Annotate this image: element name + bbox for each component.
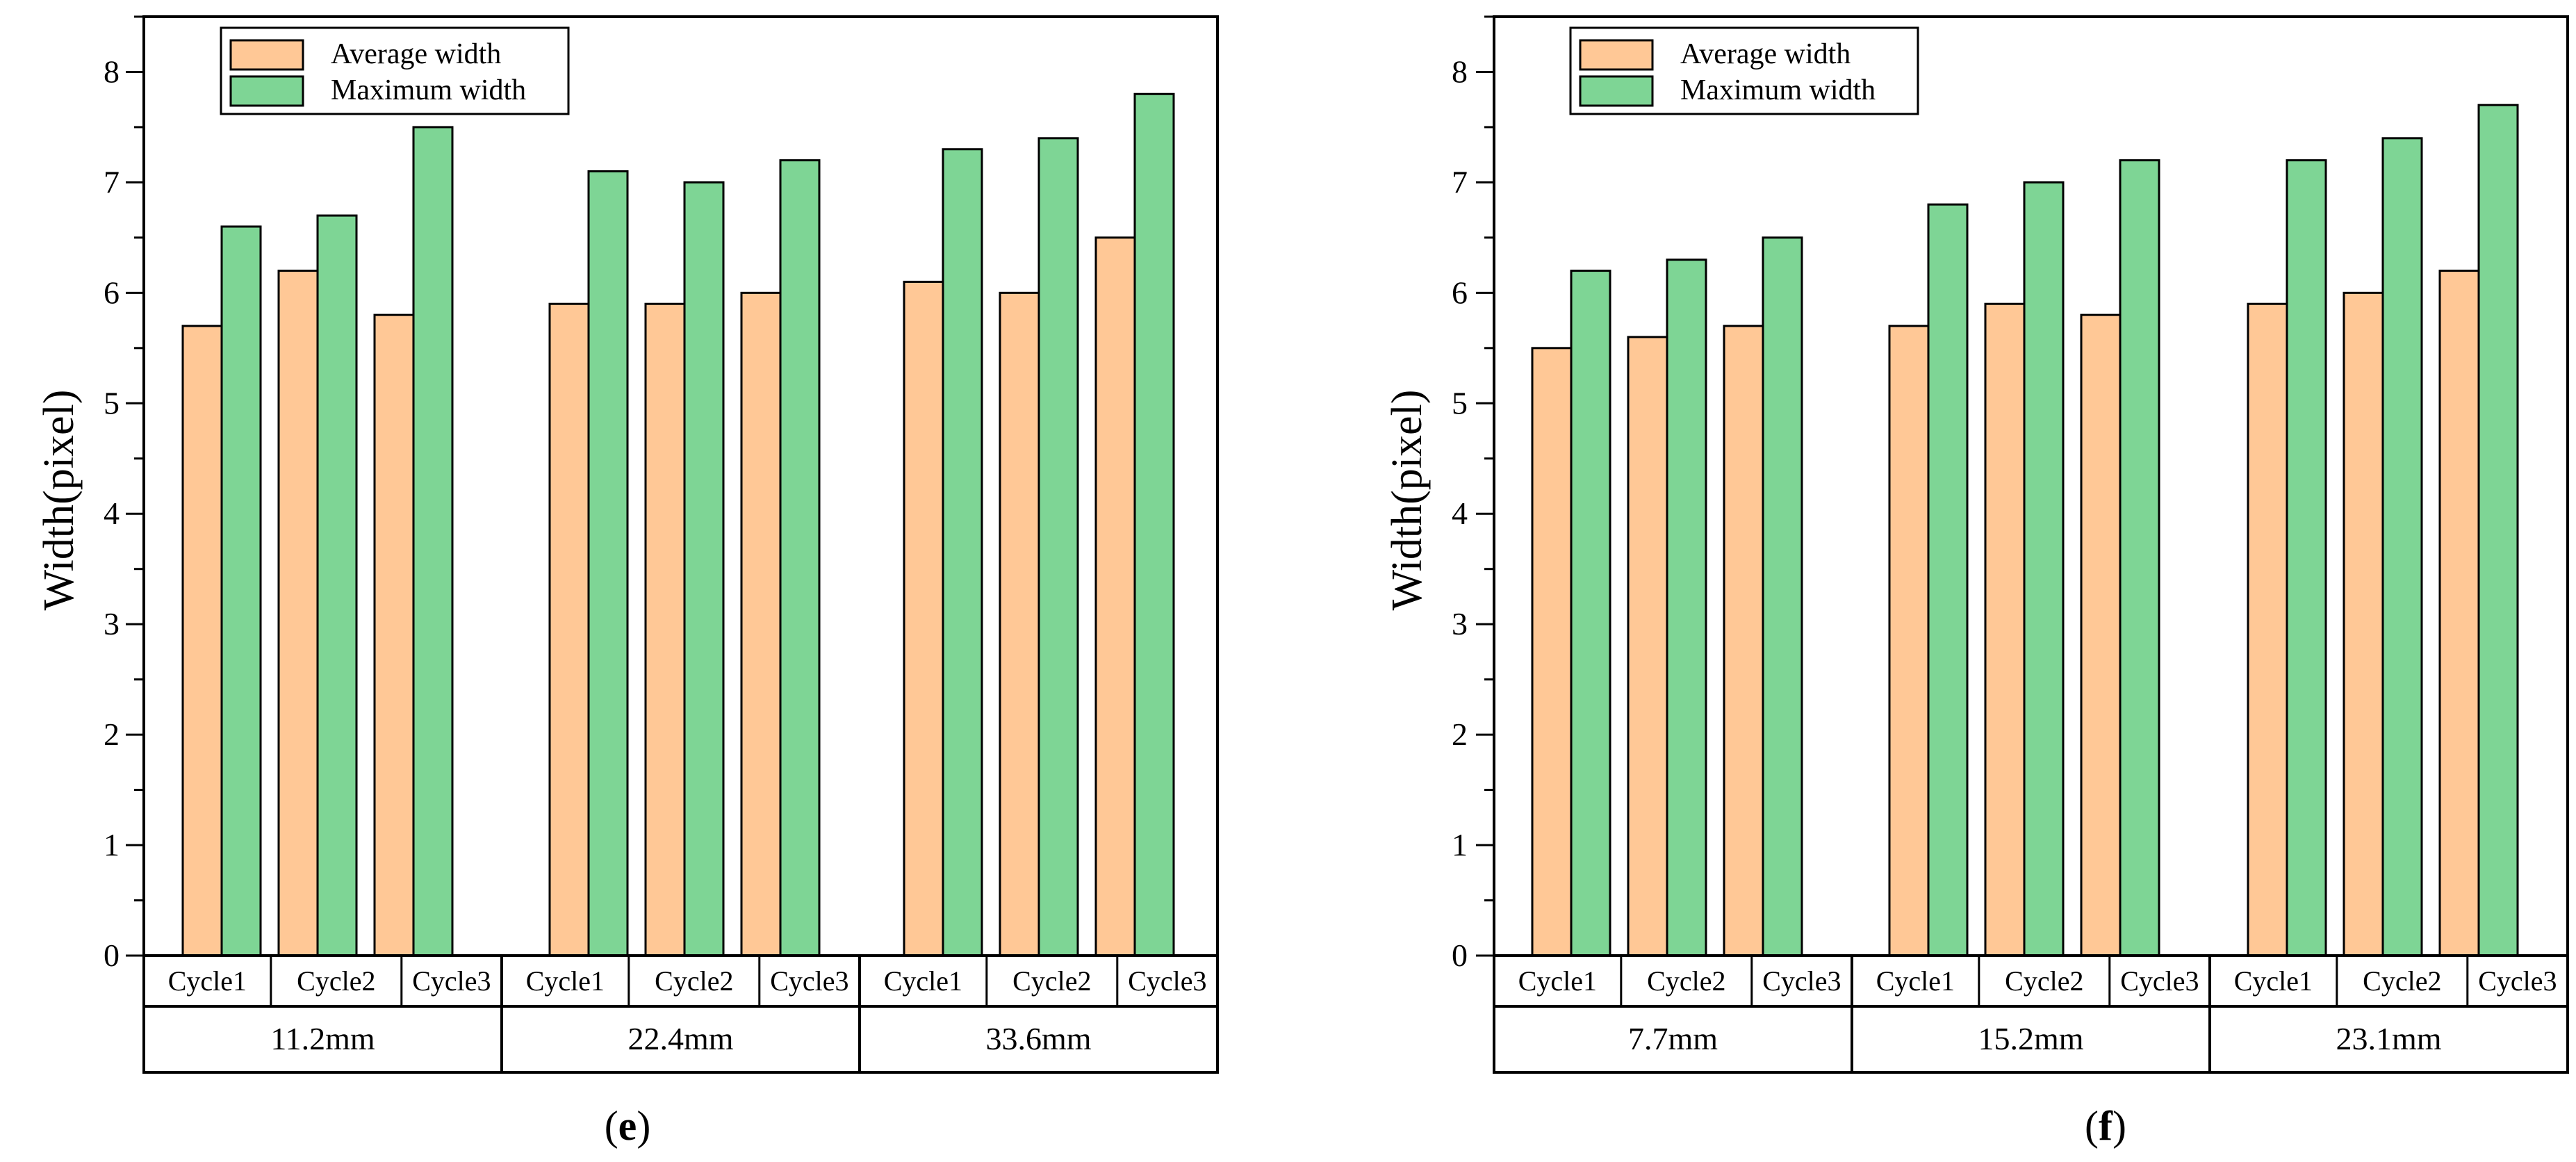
category-label-Cycle3: Cycle3 bbox=[770, 965, 848, 997]
bar-average-7.7mm-Cycle2 bbox=[1627, 336, 1668, 957]
y-tick-label: 2 bbox=[1452, 717, 1468, 752]
bar-average-15.2mm-Cycle3 bbox=[2080, 313, 2122, 957]
group-label-23.1mm: 23.1mm bbox=[2336, 1021, 2441, 1056]
category-label-Cycle2: Cycle2 bbox=[2363, 965, 2441, 997]
legend-label: Maximum width bbox=[1680, 74, 1876, 106]
bar-average-22.4mm-Cycle2 bbox=[644, 302, 686, 957]
bar-maximum-33.6mm-Cycle3 bbox=[1133, 92, 1175, 957]
y-tick-label: 7 bbox=[104, 164, 120, 199]
bar-maximum-33.6mm-Cycle2 bbox=[1037, 137, 1079, 957]
bar-average-23.1mm-Cycle1 bbox=[2247, 302, 2288, 957]
category-label-Cycle3: Cycle3 bbox=[412, 965, 491, 997]
bar-average-15.2mm-Cycle1 bbox=[1888, 325, 1930, 957]
y-tick-label: 7 bbox=[1452, 164, 1468, 199]
bar-maximum-22.4mm-Cycle1 bbox=[587, 170, 629, 957]
legend-label: Average width bbox=[1680, 38, 1851, 70]
bar-average-33.6mm-Cycle1 bbox=[903, 280, 944, 957]
category-label-Cycle2: Cycle2 bbox=[297, 965, 375, 997]
bar-average-11.2mm-Cycle2 bbox=[277, 270, 319, 957]
bar-average-11.2mm-Cycle1 bbox=[181, 325, 223, 957]
y-axis-label: Width(pixel) bbox=[1384, 390, 1431, 611]
y-tick-label: 6 bbox=[104, 275, 120, 310]
category-label-Cycle1: Cycle1 bbox=[2234, 965, 2313, 997]
category-label-Cycle2: Cycle2 bbox=[1647, 965, 1725, 997]
y-tick-label: 1 bbox=[1452, 827, 1468, 862]
bar-average-23.1mm-Cycle3 bbox=[2438, 270, 2480, 957]
legend: Average width Maximum width bbox=[1569, 26, 1919, 115]
y-tick-label: 8 bbox=[1452, 54, 1468, 89]
y-tick-label: 2 bbox=[104, 717, 120, 752]
legend-swatch bbox=[1579, 39, 1654, 71]
category-label-Cycle3: Cycle3 bbox=[1762, 965, 1841, 997]
category-label-Cycle1: Cycle1 bbox=[168, 965, 247, 997]
y-tick-label: 3 bbox=[104, 606, 120, 641]
bar-average-15.2mm-Cycle2 bbox=[1984, 302, 2026, 957]
group-label-11.2mm: 11.2mm bbox=[270, 1021, 375, 1056]
plot-frame bbox=[1493, 15, 2569, 1074]
legend-label: Average width bbox=[331, 38, 501, 70]
legend-swatch bbox=[1579, 75, 1654, 107]
group-label-7.7mm: 7.7mm bbox=[1628, 1021, 1718, 1056]
category-label-Cycle1: Cycle1 bbox=[1876, 965, 1955, 997]
bar-average-33.6mm-Cycle3 bbox=[1094, 236, 1136, 957]
category-label-Cycle2: Cycle2 bbox=[1012, 965, 1091, 997]
bar-average-7.7mm-Cycle3 bbox=[1723, 325, 1764, 957]
y-tick-label: 3 bbox=[1452, 606, 1468, 641]
bar-maximum-11.2mm-Cycle3 bbox=[412, 126, 454, 957]
category-label-Cycle2: Cycle2 bbox=[655, 965, 733, 997]
chart-panel-f: Cycle1 Cycle2 Cycle3 7.7mm Cycle1 Cycle2 Cycle… bbox=[1384, 15, 2569, 1149]
y-tick-label: 0 bbox=[1452, 938, 1468, 973]
category-label-Cycle2: Cycle2 bbox=[2005, 965, 2083, 997]
group-label-33.6mm: 33.6mm bbox=[985, 1021, 1091, 1056]
bar-maximum-22.4mm-Cycle3 bbox=[779, 159, 821, 957]
panel-caption: (f) bbox=[2085, 1103, 2126, 1149]
bar-average-22.4mm-Cycle3 bbox=[740, 291, 782, 957]
y-tick-label: 4 bbox=[104, 496, 120, 531]
y-tick-label: 4 bbox=[1452, 496, 1468, 531]
category-label-Cycle1: Cycle1 bbox=[1518, 965, 1597, 997]
legend: Average width Maximum width bbox=[220, 26, 570, 115]
y-tick-label: 5 bbox=[104, 385, 120, 420]
panel-caption: (e) bbox=[605, 1103, 651, 1149]
bar-maximum-22.4mm-Cycle2 bbox=[683, 181, 725, 957]
bar-maximum-15.2mm-Cycle2 bbox=[2023, 181, 2065, 957]
bar-maximum-23.1mm-Cycle1 bbox=[2286, 159, 2327, 957]
bar-average-33.6mm-Cycle2 bbox=[999, 291, 1040, 957]
bar-maximum-23.1mm-Cycle3 bbox=[2477, 104, 2519, 957]
bar-average-7.7mm-Cycle1 bbox=[1531, 347, 1573, 957]
bar-maximum-11.2mm-Cycle2 bbox=[316, 214, 358, 957]
legend-swatch bbox=[229, 39, 304, 71]
y-tick-label: 1 bbox=[104, 827, 120, 862]
category-label-Cycle3: Cycle3 bbox=[2478, 965, 2557, 997]
y-tick-label: 8 bbox=[104, 54, 120, 89]
category-label-Cycle3: Cycle3 bbox=[2120, 965, 2199, 997]
bar-average-11.2mm-Cycle3 bbox=[373, 313, 415, 957]
bar-maximum-11.2mm-Cycle1 bbox=[220, 225, 262, 957]
plot-frame bbox=[142, 15, 1219, 1074]
category-label-Cycle1: Cycle1 bbox=[526, 965, 605, 997]
category-label-Cycle1: Cycle1 bbox=[884, 965, 962, 997]
legend-label: Maximum width bbox=[331, 74, 526, 106]
bar-maximum-23.1mm-Cycle2 bbox=[2381, 137, 2423, 957]
legend-swatch bbox=[229, 75, 304, 107]
bar-average-23.1mm-Cycle2 bbox=[2343, 291, 2384, 957]
y-tick-label: 6 bbox=[1452, 275, 1468, 310]
bar-maximum-33.6mm-Cycle1 bbox=[942, 148, 983, 957]
category-label-Cycle3: Cycle3 bbox=[1128, 965, 1206, 997]
bar-maximum-7.7mm-Cycle1 bbox=[1570, 270, 1611, 957]
y-axis-label: Width(pixel) bbox=[35, 390, 83, 611]
bar-maximum-7.7mm-Cycle3 bbox=[1762, 236, 1803, 957]
group-label-22.4mm: 22.4mm bbox=[627, 1021, 733, 1056]
chart-panel-e: Cycle1 Cycle2 Cycle3 11.2mm Cycle1 Cycle2 Cycl… bbox=[35, 15, 1219, 1149]
y-tick-label: 5 bbox=[1452, 385, 1468, 420]
bar-maximum-15.2mm-Cycle1 bbox=[1927, 203, 1969, 957]
bar-maximum-15.2mm-Cycle3 bbox=[2119, 159, 2160, 957]
bar-maximum-7.7mm-Cycle2 bbox=[1666, 259, 1707, 957]
y-tick-label: 0 bbox=[104, 938, 120, 973]
bar-average-22.4mm-Cycle1 bbox=[548, 302, 590, 957]
group-label-15.2mm: 15.2mm bbox=[1978, 1021, 2083, 1056]
